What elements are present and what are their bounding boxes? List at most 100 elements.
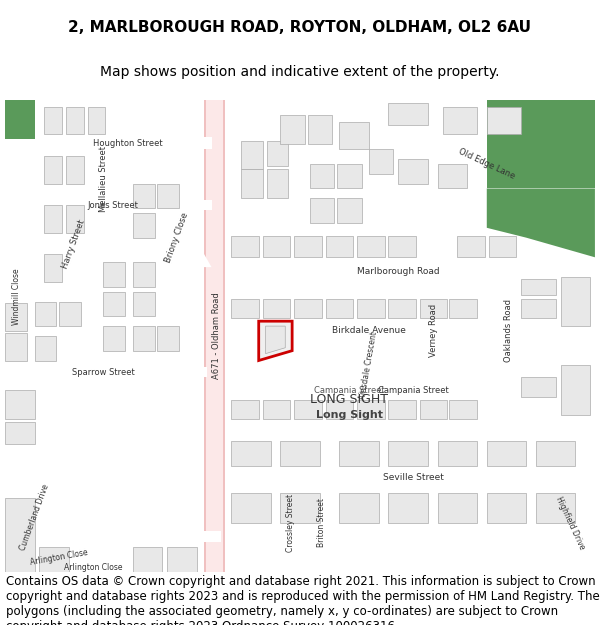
Bar: [157, 326, 179, 351]
Text: Long Sight: Long Sight: [316, 409, 383, 419]
Bar: [5, 304, 27, 331]
Bar: [388, 493, 428, 522]
Bar: [326, 400, 353, 419]
Bar: [294, 400, 322, 419]
Text: Windmill Close: Windmill Close: [13, 268, 22, 325]
Bar: [437, 164, 467, 189]
Bar: [388, 299, 416, 318]
Text: Campania Street: Campania Street: [377, 386, 448, 396]
Bar: [536, 441, 575, 466]
Bar: [167, 548, 197, 572]
Bar: [35, 301, 56, 326]
Bar: [280, 441, 320, 466]
Bar: [420, 400, 448, 419]
Bar: [59, 301, 81, 326]
Bar: [487, 107, 521, 134]
Bar: [357, 236, 385, 258]
Bar: [66, 107, 84, 134]
Bar: [489, 236, 516, 258]
Text: Houghton Street: Houghton Street: [93, 139, 163, 148]
Text: 2, MARLBOROUGH ROAD, ROYTON, OLDHAM, OL2 6AU: 2, MARLBOROUGH ROAD, ROYTON, OLDHAM, OL2…: [68, 21, 532, 36]
Text: Arlington Close: Arlington Close: [29, 548, 89, 567]
Text: Marlborough Road: Marlborough Road: [357, 266, 440, 276]
Text: Jones Street: Jones Street: [88, 201, 139, 210]
Bar: [263, 236, 290, 258]
Bar: [5, 390, 35, 419]
Text: Contains OS data © Crown copyright and database right 2021. This information is : Contains OS data © Crown copyright and d…: [6, 574, 600, 625]
Bar: [263, 400, 290, 419]
Bar: [5, 422, 35, 444]
Polygon shape: [5, 100, 35, 139]
Polygon shape: [428, 385, 595, 397]
Text: Arlington Close: Arlington Close: [64, 563, 122, 572]
Bar: [294, 299, 322, 318]
Polygon shape: [5, 493, 84, 572]
Bar: [241, 169, 263, 198]
Text: Briton Street: Briton Street: [317, 498, 326, 548]
Bar: [437, 441, 477, 466]
Bar: [88, 107, 106, 134]
Bar: [443, 107, 477, 134]
Bar: [206, 100, 223, 572]
Bar: [231, 236, 259, 258]
Text: Oaklands Road: Oaklands Road: [504, 299, 513, 361]
Bar: [133, 184, 155, 208]
Bar: [231, 441, 271, 466]
Text: Mellalieu Street: Mellalieu Street: [99, 146, 108, 212]
Bar: [231, 493, 271, 522]
Polygon shape: [369, 184, 575, 198]
Bar: [369, 149, 394, 174]
Bar: [157, 184, 179, 208]
Bar: [5, 333, 27, 361]
Polygon shape: [44, 138, 212, 149]
Bar: [66, 205, 84, 232]
Bar: [337, 198, 362, 223]
Bar: [357, 400, 385, 419]
Bar: [294, 236, 322, 258]
Bar: [203, 100, 225, 572]
Polygon shape: [133, 531, 221, 542]
Bar: [133, 326, 155, 351]
Bar: [357, 299, 385, 318]
Polygon shape: [487, 189, 595, 258]
Bar: [326, 236, 353, 258]
Bar: [5, 498, 35, 572]
Bar: [340, 122, 369, 149]
Bar: [133, 548, 163, 572]
Text: Old Edge Lane: Old Edge Lane: [457, 147, 517, 181]
Bar: [231, 299, 259, 318]
Bar: [310, 164, 334, 189]
Bar: [266, 141, 288, 166]
Bar: [449, 400, 477, 419]
Bar: [388, 400, 416, 419]
Polygon shape: [505, 267, 514, 400]
Bar: [521, 378, 556, 397]
Bar: [326, 299, 353, 318]
Polygon shape: [266, 326, 285, 354]
Polygon shape: [35, 368, 206, 378]
Bar: [44, 205, 62, 232]
Bar: [66, 156, 84, 184]
Bar: [487, 493, 526, 522]
Polygon shape: [157, 198, 212, 267]
Text: Sparrow Street: Sparrow Street: [72, 368, 135, 377]
Bar: [437, 493, 477, 522]
Text: Seville Street: Seville Street: [383, 473, 443, 482]
Bar: [40, 548, 69, 572]
Polygon shape: [317, 472, 328, 572]
Bar: [560, 366, 590, 414]
Polygon shape: [288, 472, 298, 572]
Bar: [280, 493, 320, 522]
Bar: [231, 400, 259, 419]
Text: Birkdale Avenue: Birkdale Avenue: [332, 326, 406, 334]
Bar: [521, 299, 556, 318]
Bar: [133, 292, 155, 316]
Bar: [388, 103, 428, 124]
Bar: [449, 299, 477, 318]
Bar: [487, 441, 526, 466]
Text: LONG SIGHT: LONG SIGHT: [310, 393, 388, 406]
Text: Briony Close: Briony Close: [164, 211, 190, 264]
Polygon shape: [35, 200, 212, 210]
Bar: [35, 336, 56, 361]
Bar: [133, 262, 155, 287]
